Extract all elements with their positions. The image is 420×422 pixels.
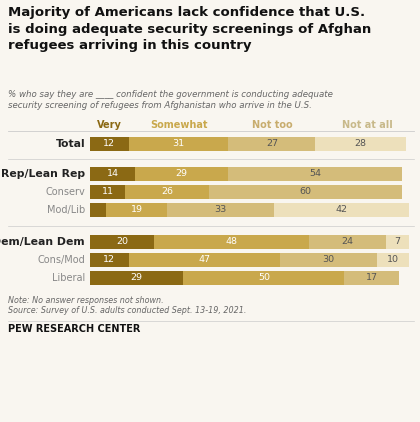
Text: Source: Survey of U.S. adults conducted Sept. 13-19, 2021.: Source: Survey of U.S. adults conducted … (8, 306, 247, 315)
Bar (129, 253, 280, 267)
Bar (90, 203, 106, 217)
Bar (90, 271, 184, 285)
Text: 27: 27 (266, 140, 278, 149)
Bar (228, 167, 402, 181)
Text: 29: 29 (131, 273, 143, 282)
Text: 19: 19 (131, 206, 143, 214)
Text: 28: 28 (354, 140, 367, 149)
Text: 29: 29 (176, 170, 188, 179)
Text: 10: 10 (387, 255, 399, 265)
Bar (377, 253, 409, 267)
Text: Note: No answer responses not shown.: Note: No answer responses not shown. (8, 296, 164, 305)
Text: Very: Very (97, 120, 122, 130)
Text: % who say they are ____ confident the government is conducting adequate
security: % who say they are ____ confident the go… (8, 90, 333, 111)
Bar (155, 235, 309, 249)
Text: 14: 14 (107, 170, 118, 179)
Text: Not at all: Not at all (341, 120, 392, 130)
Text: 20: 20 (116, 238, 128, 246)
Text: 31: 31 (173, 140, 185, 149)
Bar (209, 185, 402, 199)
Text: 48: 48 (226, 238, 238, 246)
Text: Liberal: Liberal (52, 273, 85, 283)
Bar (90, 235, 155, 249)
Text: 17: 17 (366, 273, 378, 282)
Bar (309, 235, 386, 249)
Text: 26: 26 (161, 187, 173, 197)
Bar (344, 271, 399, 285)
Bar (90, 253, 129, 267)
Text: Somewhat: Somewhat (150, 120, 207, 130)
Bar (280, 253, 377, 267)
Text: Rep/Lean Rep: Rep/Lean Rep (1, 169, 85, 179)
Bar (184, 271, 344, 285)
Text: Cons/Mod: Cons/Mod (37, 255, 85, 265)
Bar (273, 203, 409, 217)
Text: Mod/Lib: Mod/Lib (47, 205, 85, 215)
Text: 12: 12 (103, 255, 116, 265)
Bar (126, 185, 209, 199)
Bar (90, 137, 129, 151)
Text: 50: 50 (258, 273, 270, 282)
Text: PEW RESEARCH CENTER: PEW RESEARCH CENTER (8, 324, 140, 334)
Text: Not too: Not too (252, 120, 292, 130)
Text: Conserv: Conserv (45, 187, 85, 197)
Text: Dem/Lean Dem: Dem/Lean Dem (0, 237, 85, 247)
Bar (90, 185, 126, 199)
Text: 47: 47 (198, 255, 210, 265)
Text: 42: 42 (335, 206, 347, 214)
Bar (106, 203, 167, 217)
Text: Total: Total (55, 139, 85, 149)
Text: 11: 11 (102, 187, 114, 197)
Bar (129, 137, 228, 151)
Text: 12: 12 (103, 140, 116, 149)
Text: 60: 60 (300, 187, 312, 197)
Text: 33: 33 (214, 206, 226, 214)
Bar (315, 137, 406, 151)
Text: 54: 54 (310, 170, 321, 179)
Text: Majority of Americans lack confidence that U.S.
is doing adequate security scree: Majority of Americans lack confidence th… (8, 6, 371, 52)
Bar (386, 235, 409, 249)
Bar (90, 167, 135, 181)
Text: 24: 24 (341, 238, 354, 246)
Text: 7: 7 (394, 238, 401, 246)
Bar (228, 137, 315, 151)
Text: 30: 30 (322, 255, 334, 265)
Bar (167, 203, 273, 217)
Bar (135, 167, 228, 181)
